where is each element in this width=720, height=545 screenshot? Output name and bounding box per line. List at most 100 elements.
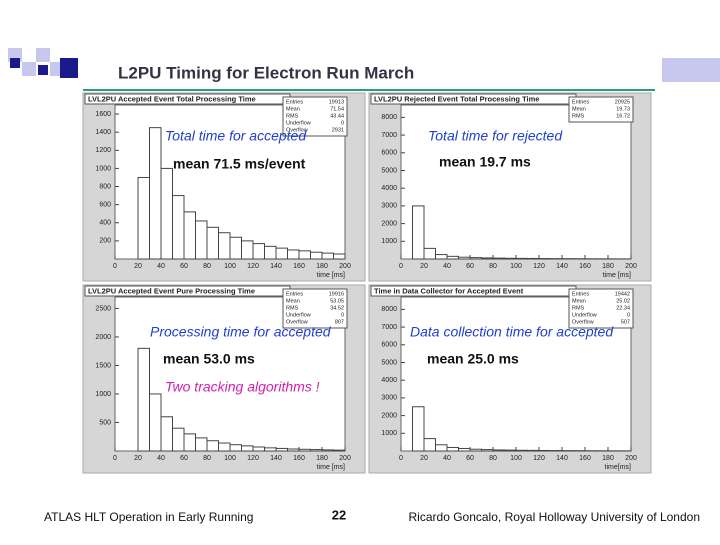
y-tick-label: 6000 (381, 150, 397, 157)
panel-title: Time in Data Collector for Accepted Even… (374, 286, 524, 295)
stats-label: RMS (572, 113, 585, 119)
panel-title: LVL2PU Rejected Event Total Processing T… (374, 94, 539, 103)
stats-value: 19.73 (616, 106, 630, 112)
y-tick-label: 1000 (381, 238, 397, 245)
stats-value: 22.34 (616, 305, 630, 311)
histogram-bar (528, 258, 540, 259)
annotation: mean 71.5 ms/event (173, 156, 306, 172)
x-tick-label: 180 (316, 263, 328, 270)
y-tick-label: 1200 (95, 147, 111, 154)
stats-value: 53.05 (330, 298, 344, 304)
y-tick-label: 5000 (381, 359, 397, 366)
histogram-bar (516, 258, 528, 259)
stats-label: Entries (572, 291, 589, 297)
stats-label: RMS (286, 113, 299, 119)
y-tick-label: 1600 (95, 111, 111, 118)
decor (662, 58, 720, 82)
panel-title: LVL2PU Accepted Event Total Processing T… (88, 94, 256, 103)
stats-value: 0 (341, 120, 344, 126)
stats-label: Mean (572, 298, 586, 304)
stats-label: Mean (572, 106, 586, 112)
x-tick-label: 40 (443, 263, 451, 270)
decor (22, 62, 36, 76)
stats-value: 25.02 (616, 298, 630, 304)
histogram-bar (505, 258, 517, 259)
x-axis-label: time [ms] (603, 272, 631, 279)
annotation: Processing time for accepted (150, 324, 332, 340)
stats-label: Mean (286, 298, 300, 304)
x-tick-label: 180 (602, 455, 614, 462)
x-tick-label: 80 (203, 455, 211, 462)
x-tick-label: 100 (510, 263, 522, 270)
y-tick-label: 8000 (381, 114, 397, 121)
x-tick-label: 60 (180, 455, 188, 462)
y-tick-label: 1500 (95, 362, 111, 369)
y-tick-label: 7000 (381, 324, 397, 331)
x-tick-label: 60 (180, 263, 188, 270)
x-tick-label: 120 (247, 263, 259, 270)
page-number: 22 (332, 507, 346, 522)
x-tick-label: 0 (399, 455, 403, 462)
histogram-bar (334, 450, 346, 451)
stats-value: 16.72 (616, 113, 630, 119)
y-tick-label: 6000 (381, 342, 397, 349)
annotation: mean 53.0 ms (163, 351, 255, 367)
x-axis-label: time [ms] (317, 464, 345, 471)
footer-right: Ricardo Goncalo, Royal Holloway Universi… (409, 510, 700, 524)
y-tick-label: 800 (99, 183, 111, 190)
x-tick-label: 180 (316, 455, 328, 462)
stats-label: Entries (286, 291, 303, 297)
x-tick-label: 20 (420, 455, 428, 462)
decor (60, 58, 78, 78)
x-tick-label: 160 (579, 263, 591, 270)
x-tick-label: 140 (556, 455, 568, 462)
x-tick-label: 120 (533, 455, 545, 462)
y-tick-label: 500 (99, 419, 111, 426)
x-tick-label: 160 (579, 455, 591, 462)
x-tick-label: 120 (247, 455, 259, 462)
y-tick-label: 600 (99, 201, 111, 208)
x-tick-label: 200 (339, 263, 351, 270)
y-tick-label: 1000 (95, 391, 111, 398)
x-tick-label: 40 (157, 263, 165, 270)
x-tick-label: 0 (113, 263, 117, 270)
x-tick-label: 100 (224, 263, 236, 270)
stats-label: Mean (286, 106, 300, 112)
y-tick-label: 8000 (381, 306, 397, 313)
y-tick-label: 2500 (95, 305, 111, 312)
histogram-bar (493, 258, 505, 259)
x-tick-label: 0 (399, 263, 403, 270)
stats-label: RMS (572, 305, 585, 311)
x-tick-label: 160 (293, 263, 305, 270)
stats-value: 807 (335, 319, 344, 325)
footer-left: ATLAS HLT Operation in Early Running (44, 510, 253, 524)
x-tick-label: 160 (293, 455, 305, 462)
y-tick-label: 4000 (381, 377, 397, 384)
histogram-bar (528, 450, 540, 451)
decor (10, 58, 20, 68)
y-tick-label: 7000 (381, 132, 397, 139)
stats-value: 43.44 (330, 113, 344, 119)
y-tick-label: 1000 (95, 165, 111, 172)
stats-value: 34.52 (330, 305, 344, 311)
x-tick-label: 80 (489, 455, 497, 462)
x-tick-label: 80 (203, 263, 211, 270)
y-tick-label: 1000 (381, 430, 397, 437)
stats-value: 20925 (615, 99, 630, 105)
x-tick-label: 20 (134, 263, 142, 270)
slide-title: L2PU Timing for Electron Run March (118, 63, 414, 82)
x-tick-label: 140 (556, 263, 568, 270)
annotation: Two tracking algorithms ! (165, 379, 320, 395)
decor (36, 48, 50, 62)
x-tick-label: 180 (602, 263, 614, 270)
y-tick-label: 3000 (381, 203, 397, 210)
x-tick-label: 100 (224, 455, 236, 462)
stats-label: Entries (572, 99, 589, 105)
stats-value: 0 (341, 312, 344, 318)
annotation: Total time for accepted (165, 128, 307, 144)
x-axis-label: time[ms] (605, 464, 632, 471)
y-tick-label: 1400 (95, 129, 111, 136)
y-tick-label: 3000 (381, 395, 397, 402)
x-tick-label: 60 (466, 455, 474, 462)
